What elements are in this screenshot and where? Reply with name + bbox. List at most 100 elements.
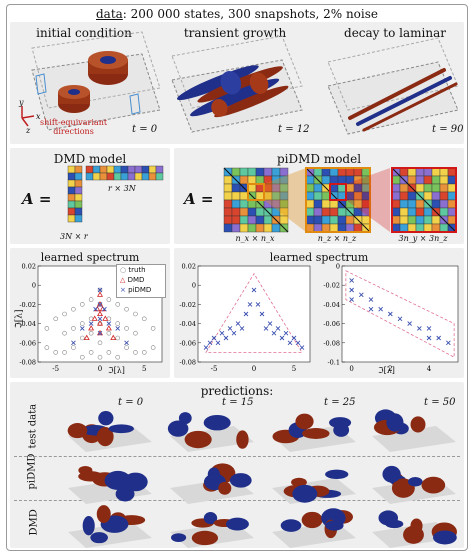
truth-point	[44, 326, 50, 331]
pidmd-dim-2: n_z × n_z	[317, 234, 357, 243]
y-tick-label: -0.06	[19, 339, 36, 347]
axis-label-z: z	[26, 126, 31, 135]
truth-point	[133, 350, 138, 355]
spectrum-chart-right: 0 2 4 0 -0.02 -0.04 -0.06 -0.08 -0.1	[323, 263, 459, 373]
blue-structure	[225, 517, 249, 531]
pidmd-point	[219, 330, 225, 336]
blue-structure	[90, 532, 108, 544]
snapshot-floor	[68, 522, 152, 548]
truth-point	[62, 311, 67, 317]
dmd-factor-matrices	[67, 165, 164, 223]
blue-structure	[108, 424, 134, 434]
dmd-eq-label: A =	[22, 190, 52, 208]
y-tick-label: -0.08	[19, 359, 36, 367]
dmd-model-panel	[10, 148, 170, 244]
y-tick-label: -0.08	[323, 339, 340, 347]
pidmd-point	[295, 340, 301, 346]
truth-point	[79, 354, 85, 360]
truth-point	[79, 335, 85, 341]
blue-structure	[82, 516, 95, 536]
band-outline	[205, 272, 303, 353]
truth-point	[62, 350, 67, 355]
pidmd-point	[287, 340, 293, 346]
predictions-title: predictions:	[200, 384, 274, 398]
y-tick-label: 0	[336, 263, 340, 271]
dmd-dim-top: r × 3N	[108, 184, 136, 193]
pidmd-point	[97, 302, 103, 307]
time-label-transient: t = 12	[278, 124, 310, 135]
axis-label-y: y	[19, 98, 24, 107]
truth-point	[115, 302, 121, 307]
pidmd-point	[349, 278, 354, 283]
blue-structure	[280, 519, 302, 532]
truth-point	[124, 306, 129, 312]
pidmd-point	[299, 345, 305, 350]
pidmd-model-title: piDMD model	[276, 152, 362, 166]
truth-point	[53, 350, 59, 355]
panel-title-transient: transient growth	[183, 26, 287, 40]
pidmd-point	[215, 340, 221, 346]
blue-structure	[171, 533, 187, 543]
pidmd-point	[359, 292, 364, 298]
pidmd-point	[349, 297, 354, 302]
legend-pidmd: piDMD	[128, 286, 152, 294]
prediction-snapshot	[167, 412, 254, 452]
truth-point	[141, 350, 147, 355]
truth-point	[133, 330, 138, 336]
prediction-snapshot	[68, 466, 152, 504]
pidmd-eq-label: A =	[184, 190, 214, 208]
dmd-point	[83, 334, 90, 340]
red-structure	[78, 471, 104, 482]
pidmd-point	[106, 321, 112, 326]
red-structure	[96, 427, 114, 447]
truth-point	[97, 340, 103, 346]
flow-snapshot-decay	[327, 37, 459, 135]
x-tick-label: 0	[98, 365, 102, 373]
blue-structure	[333, 423, 350, 437]
y-tick-label: -0.04	[19, 320, 36, 328]
dmd-point	[105, 325, 112, 331]
dmd-left-factor-cell	[74, 214, 83, 223]
pred-row-divider-2	[14, 500, 460, 501]
x-tick-label: 0	[252, 365, 256, 373]
shift-equivariant-annotation: shift-equivariant directions	[40, 118, 108, 136]
truth-point	[79, 321, 85, 326]
red-structure	[191, 530, 219, 546]
pidmd-zoom-2	[346, 168, 390, 232]
dmd-dim-left: 3N × r	[60, 232, 88, 241]
y-tick-label: 0.02	[22, 263, 36, 271]
x-tick-label: -5	[211, 365, 218, 373]
truth-point	[150, 345, 156, 350]
truth-point	[53, 316, 59, 322]
pidmd-point	[291, 335, 297, 341]
x-tick-label: 0	[349, 365, 353, 373]
prediction-snapshot	[170, 512, 254, 548]
pidmd-point	[407, 321, 412, 326]
pidmd-point	[417, 326, 422, 331]
y-tick-label: -0.08	[179, 359, 196, 367]
pidmd-point	[283, 330, 289, 336]
pidmd-block-2-cell-frame	[305, 167, 371, 233]
truth-point	[71, 326, 76, 331]
pidmd-point	[275, 326, 281, 331]
truth-point	[88, 297, 94, 302]
pidmd-point	[378, 306, 383, 312]
x-tick-label: -5	[52, 365, 59, 373]
pidmd-point	[243, 311, 249, 317]
y-tick-label: 0	[32, 282, 36, 290]
pred-time-0: t = 0	[118, 397, 144, 408]
flow-snapshot-initial	[21, 31, 161, 131]
blue-structure	[123, 472, 148, 492]
y-tick-label: -0.02	[323, 282, 340, 290]
pidmd-point	[368, 297, 374, 302]
dmd-point	[88, 325, 95, 331]
pidmd-point	[211, 335, 217, 341]
blue-structure	[292, 484, 318, 503]
truth-point	[115, 321, 121, 326]
pidmd-point	[93, 306, 98, 312]
truth-point	[150, 326, 156, 331]
truth-point	[71, 345, 76, 350]
blue-structure	[115, 486, 135, 502]
truth-point	[124, 345, 129, 350]
